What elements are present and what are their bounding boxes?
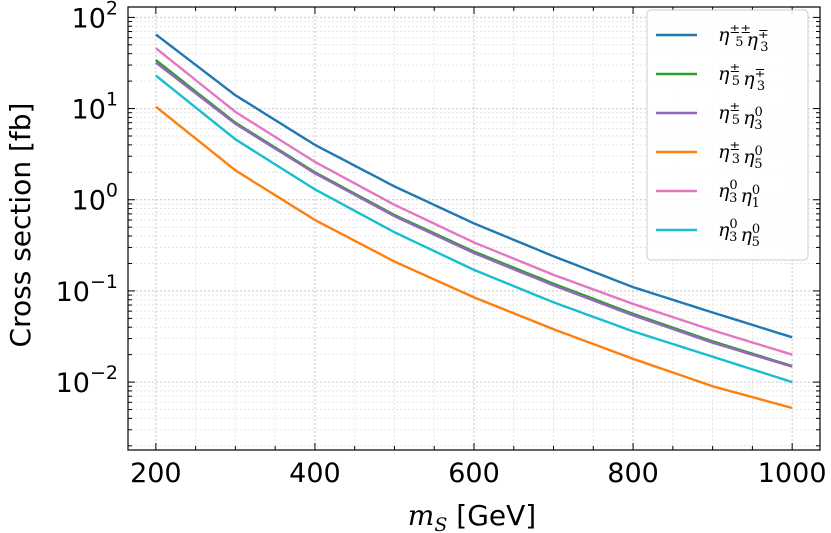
legend-label: η0 3 η0 1 <box>718 178 760 211</box>
series-line <box>155 105 793 410</box>
y-tick-label: 101 <box>72 89 118 126</box>
x-tick-label: 1000 <box>758 458 827 489</box>
series-line <box>155 33 793 339</box>
y-axis-label: Cross section [fb] <box>4 103 37 348</box>
series-line <box>155 74 793 384</box>
legend-label: η± 5 η∓ 3 <box>718 61 765 94</box>
legend-label: η± 3 η0 5 <box>718 139 763 172</box>
legend-label: η± 5 η0 3 <box>718 100 763 133</box>
x-axis-label: mS [GeV] <box>408 499 536 533</box>
x-tick-label: 600 <box>448 458 500 489</box>
tick-labels: 200 400 600 800 1000 10−2 10−1 100 101 102 <box>56 0 827 489</box>
x-tick-label: 800 <box>607 458 659 489</box>
series-lines <box>155 33 793 410</box>
legend-label: η±± 5 η∓ 3 <box>718 22 769 55</box>
axis-ticks <box>128 7 820 450</box>
y-tick-label: 10−2 <box>56 362 118 399</box>
x-tick-label: 200 <box>130 458 182 489</box>
series-line <box>155 61 793 368</box>
series-line <box>155 47 793 356</box>
y-tick-label: 10−1 <box>56 271 118 308</box>
legend-box <box>646 9 809 261</box>
legend-label: η0 3 η0 5 <box>718 217 760 250</box>
legend: η±± 5 η∓ 3 η± 5 η∓ 3 η± 5 η0 3 η± 3 η0 5 η0 3 η0 1 η0 3 η0 5 <box>646 9 809 261</box>
x-tick-label: 400 <box>289 458 341 489</box>
y-tick-label: 100 <box>72 180 118 217</box>
y-tick-label: 102 <box>72 0 118 34</box>
